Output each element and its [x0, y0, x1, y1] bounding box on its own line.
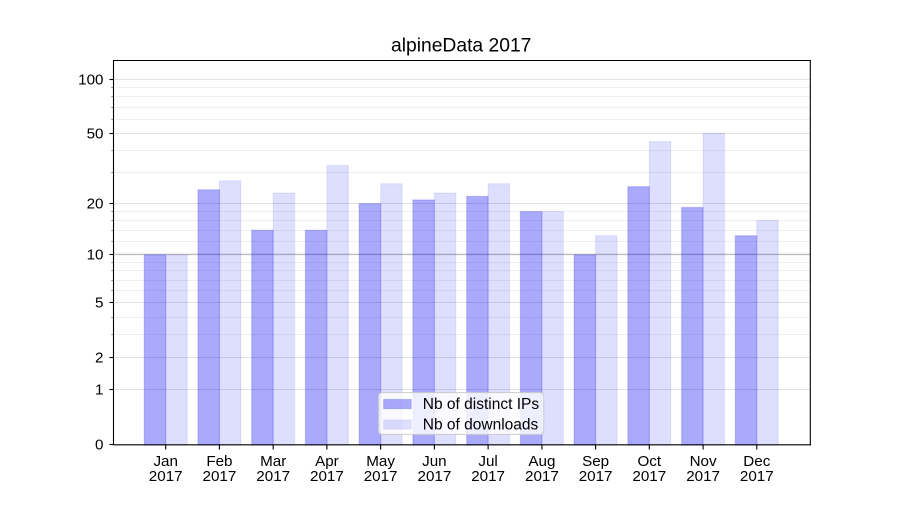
svg-text:Apr: Apr [315, 453, 339, 470]
svg-text:2017: 2017 [740, 468, 774, 485]
svg-text:50: 50 [87, 126, 104, 143]
svg-text:20: 20 [87, 196, 104, 213]
svg-text:Aug: Aug [528, 453, 555, 470]
svg-text:2017: 2017 [525, 468, 559, 485]
svg-text:Nov: Nov [690, 453, 717, 470]
svg-text:Jul: Jul [478, 453, 497, 470]
svg-text:2017: 2017 [471, 468, 505, 485]
svg-text:100: 100 [78, 72, 103, 89]
svg-text:2: 2 [95, 350, 103, 367]
svg-text:2017: 2017 [310, 468, 344, 485]
svg-text:Nb of distinct IPs: Nb of distinct IPs [423, 396, 540, 413]
svg-text:Jan: Jan [153, 453, 178, 470]
svg-text:1: 1 [95, 382, 103, 399]
svg-text:2017: 2017 [149, 468, 183, 485]
svg-text:2017: 2017 [203, 468, 237, 485]
svg-text:Dec: Dec [743, 453, 770, 470]
svg-text:Mar: Mar [260, 453, 286, 470]
svg-text:2017: 2017 [686, 468, 720, 485]
svg-text:Feb: Feb [206, 453, 232, 470]
svg-text:0: 0 [95, 437, 103, 454]
svg-text:Nb of downloads: Nb of downloads [423, 416, 539, 433]
svg-text:alpineData 2017: alpineData 2017 [391, 36, 531, 57]
svg-text:Oct: Oct [637, 453, 661, 470]
svg-text:2017: 2017 [364, 468, 398, 485]
svg-text:2017: 2017 [632, 468, 666, 485]
svg-text:2017: 2017 [579, 468, 613, 485]
svg-text:2017: 2017 [418, 468, 452, 485]
svg-text:Sep: Sep [582, 453, 609, 470]
svg-text:2017: 2017 [256, 468, 290, 485]
svg-text:Jun: Jun [422, 453, 447, 470]
svg-text:5: 5 [95, 295, 103, 312]
svg-text:May: May [366, 453, 395, 470]
svg-text:10: 10 [87, 247, 104, 264]
